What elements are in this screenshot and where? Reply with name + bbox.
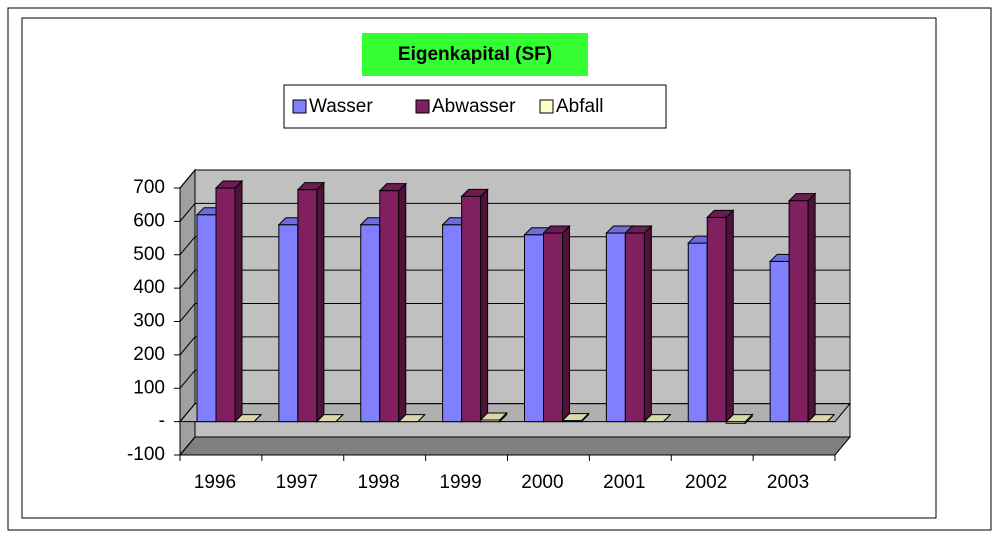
y-tick-label: 700 (133, 177, 165, 198)
bar-front (461, 195, 482, 423)
legend-swatch (292, 99, 307, 114)
y-tick-label: 500 (133, 244, 165, 265)
bar-side (643, 224, 652, 423)
y-tick-label: 200 (133, 344, 165, 365)
y-tick-label: 400 (133, 277, 165, 298)
bar-top (643, 414, 672, 423)
bar-top (561, 413, 590, 422)
bar-top (315, 414, 345, 423)
y-tick-label: - (159, 411, 165, 432)
bar (643, 414, 672, 423)
bar (296, 181, 326, 423)
chart-title: Eigenkapital (SF) (398, 44, 552, 65)
bar-top (542, 225, 571, 234)
bar (397, 414, 426, 423)
bar-side (234, 179, 243, 423)
bar-side (480, 188, 489, 423)
y-tick-label: -100 (127, 444, 165, 465)
grid-line (179, 169, 850, 189)
y-tick-label: 600 (133, 210, 165, 231)
bar-top (397, 414, 426, 423)
legend-label: Abwasser (432, 96, 516, 117)
x-tick-label: 2002 (685, 472, 727, 493)
legend (283, 84, 667, 129)
bar-front (769, 260, 790, 423)
y-tick-label: 300 (133, 311, 165, 332)
bar-front (624, 232, 645, 423)
bar (706, 209, 735, 423)
bar-side (316, 181, 325, 423)
x-tick-label: 2001 (603, 472, 645, 493)
bar-front (442, 224, 463, 423)
bar (561, 412, 590, 423)
x-tick-label: 2003 (767, 472, 809, 493)
bar (542, 224, 571, 423)
bar-front (706, 216, 727, 423)
x-tick-label: 1997 (276, 472, 318, 493)
legend-swatch (415, 99, 430, 114)
bar (624, 224, 653, 423)
bar-front (543, 232, 563, 423)
bar (378, 182, 407, 423)
bar-top (296, 182, 326, 191)
bar-top (624, 225, 653, 234)
x-tick-label: 2000 (521, 472, 563, 493)
bar-top (214, 180, 244, 189)
title-background (362, 33, 588, 76)
bar-side (725, 209, 734, 423)
bar-side (807, 192, 816, 423)
bar-top (479, 412, 508, 421)
bar (479, 411, 508, 423)
bar (460, 188, 489, 423)
bar-front (379, 190, 400, 423)
grid-line (179, 436, 850, 456)
bar-front (524, 234, 544, 423)
y-tick-label: 100 (133, 377, 165, 398)
x-tick-label: 1999 (439, 472, 481, 493)
bar-top (233, 414, 263, 423)
bar-front (196, 214, 217, 423)
bar-front (278, 224, 299, 423)
bar (806, 414, 836, 423)
legend-label: Wasser (309, 96, 373, 117)
bar-side (562, 224, 570, 423)
bar (787, 192, 817, 423)
floor (178, 436, 852, 456)
bar-front (788, 200, 809, 423)
x-tick-label: 1996 (194, 472, 236, 493)
bar-top (787, 193, 817, 202)
bar-front (215, 187, 236, 423)
bar-top (706, 209, 735, 218)
bar-top (378, 183, 407, 192)
legend-swatch (539, 99, 554, 114)
bar-front (605, 232, 626, 423)
bar-top (806, 414, 836, 423)
bar-top (460, 188, 489, 197)
bar (233, 414, 263, 423)
bar-side (398, 182, 407, 423)
bar (725, 413, 754, 425)
legend-label: Abfall (556, 96, 604, 117)
grid-line (179, 202, 850, 222)
x-tick-label: 1998 (358, 472, 400, 493)
bar-top (725, 414, 754, 423)
bar-front (360, 224, 381, 423)
bar-front (687, 242, 708, 423)
bar (214, 179, 244, 423)
bar-front (297, 189, 318, 423)
bar (315, 414, 345, 423)
